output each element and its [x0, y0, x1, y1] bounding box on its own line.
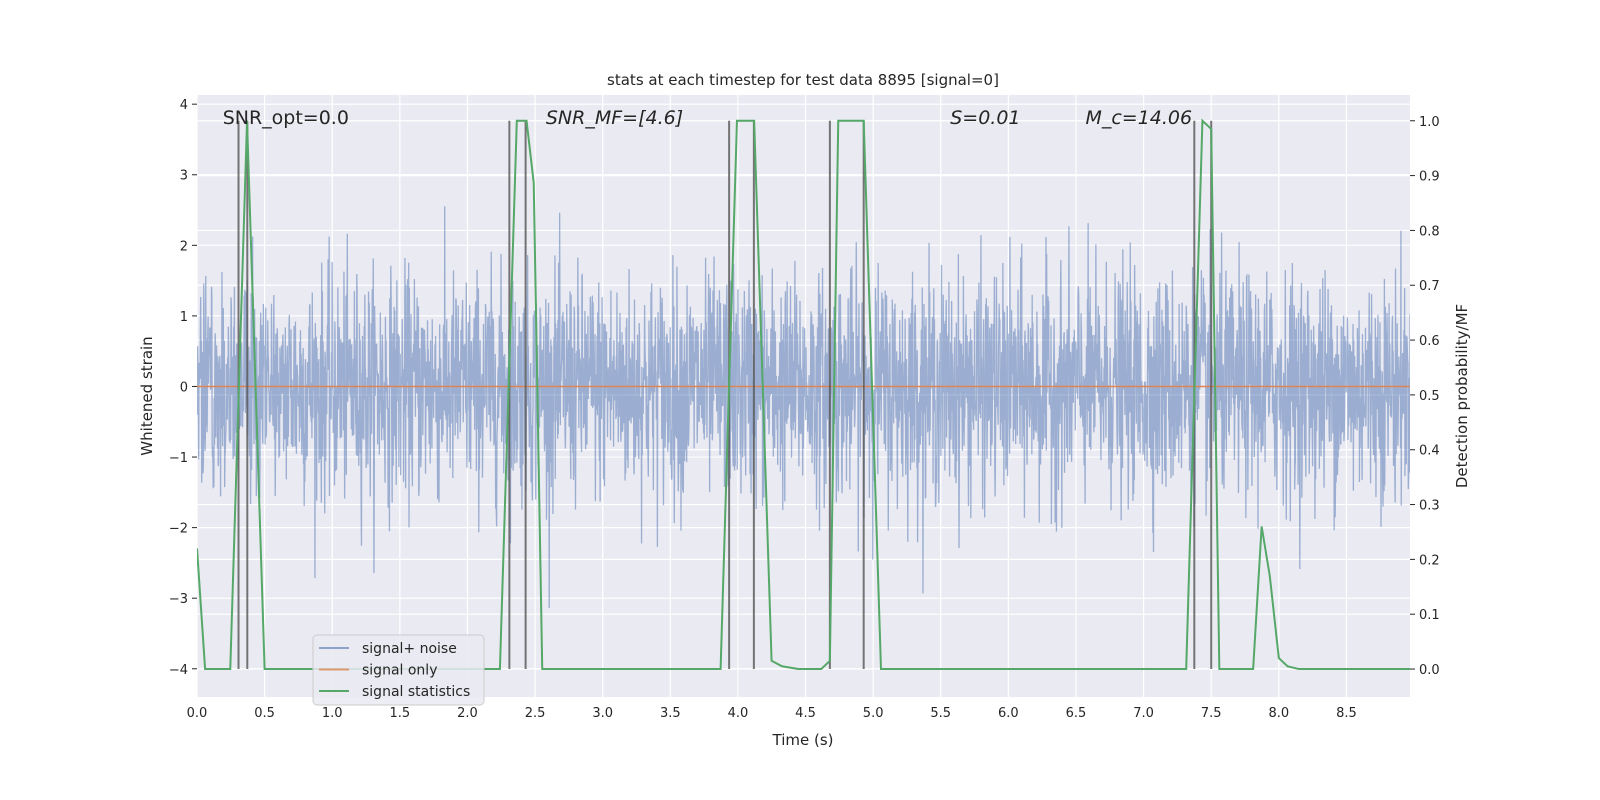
series-layer [197, 118, 1410, 671]
y-right-tick-label: 0.1 [1419, 608, 1440, 623]
y-left-tick-label: 1 [180, 310, 188, 325]
y-right-tick-label: 0.0 [1419, 663, 1440, 678]
chart-title: stats at each timestep for test data 889… [607, 71, 999, 89]
tick-labels: 0.0 0.5 1.0 1.5 2.0 2.5 3.0 3.5 4.0 4.5 5.0 5.5 6.0 6… [169, 98, 1440, 721]
y-right-tick-label: 0.5 [1419, 389, 1440, 404]
x-tick-label: 7.0 [1133, 706, 1154, 721]
y-left-tick-label: 4 [180, 98, 188, 113]
y-left-tick-label: −3 [169, 592, 188, 607]
y-right-tick-label: 0.4 [1419, 444, 1440, 459]
x-tick-label: 6.5 [1066, 706, 1087, 721]
y-left-tick-label: −4 [169, 663, 188, 678]
y-left-tick-label: −1 [169, 451, 188, 466]
y-left-tick-label: 2 [180, 239, 188, 254]
x-tick-label: 3.0 [592, 706, 613, 721]
annotations: SNR_opt=0.0 SNR_MF=[4.6] S=0.01 M_c=14.0… [223, 107, 1192, 129]
x-tick-label: 5.0 [863, 706, 884, 721]
x-tick-label: 5.5 [930, 706, 951, 721]
y-left-tick-label: 0 [180, 380, 188, 395]
legend-entry: signal+ noise [362, 641, 457, 657]
x-tick-label: 6.0 [998, 706, 1019, 721]
y-right-tick-label: 0.6 [1419, 334, 1440, 349]
x-tick-label: 3.5 [660, 706, 681, 721]
annotation-mc: M_c=14.06 [1085, 107, 1192, 129]
y-right-tick-label: 0.8 [1419, 224, 1440, 239]
x-tick-label: 4.0 [728, 706, 749, 721]
x-tick-label: 7.5 [1201, 706, 1222, 721]
y-right-tick-label: 0.9 [1419, 170, 1440, 185]
legend-entry: signal only [362, 663, 437, 679]
y-right-tick-label: 1.0 [1419, 115, 1440, 130]
x-tick-label: 1.5 [389, 706, 410, 721]
y-left-tick-label: −2 [169, 522, 188, 537]
y-right-tick-label: 0.2 [1419, 553, 1440, 568]
y-right-tick-label: 0.3 [1419, 499, 1440, 514]
annotation-snr-opt: SNR_opt=0.0 [223, 107, 349, 129]
signal-plus-noise-line [197, 206, 1410, 608]
annotation-s: S=0.01 [950, 107, 1020, 129]
x-tick-label: 2.5 [525, 706, 546, 721]
x-tick-label: 4.5 [795, 706, 816, 721]
annotation-snr-mf: SNR_MF=[4.6] [546, 107, 683, 129]
legend: signal+ noise signal only signal statistic… [312, 634, 485, 706]
x-tick-label: 1.0 [322, 706, 343, 721]
x-axis-label: Time (s) [772, 731, 834, 749]
y-right-tick-label: 0.7 [1419, 279, 1440, 294]
x-tick-label: 8.0 [1268, 706, 1289, 721]
signal-statistics-line [197, 118, 1410, 671]
y-axis-right-label: Detection probability/MF [1453, 304, 1471, 488]
legend-entry: signal statistics [362, 684, 470, 700]
y-axis-left-label: Whitened strain [138, 336, 156, 455]
x-tick-label: 8.5 [1336, 706, 1357, 721]
y-left-tick-label: 3 [180, 169, 188, 184]
x-tick-label: 0.5 [254, 706, 275, 721]
x-tick-label: 0.0 [187, 706, 208, 721]
x-tick-label: 2.0 [457, 706, 478, 721]
legend-box [312, 634, 485, 706]
